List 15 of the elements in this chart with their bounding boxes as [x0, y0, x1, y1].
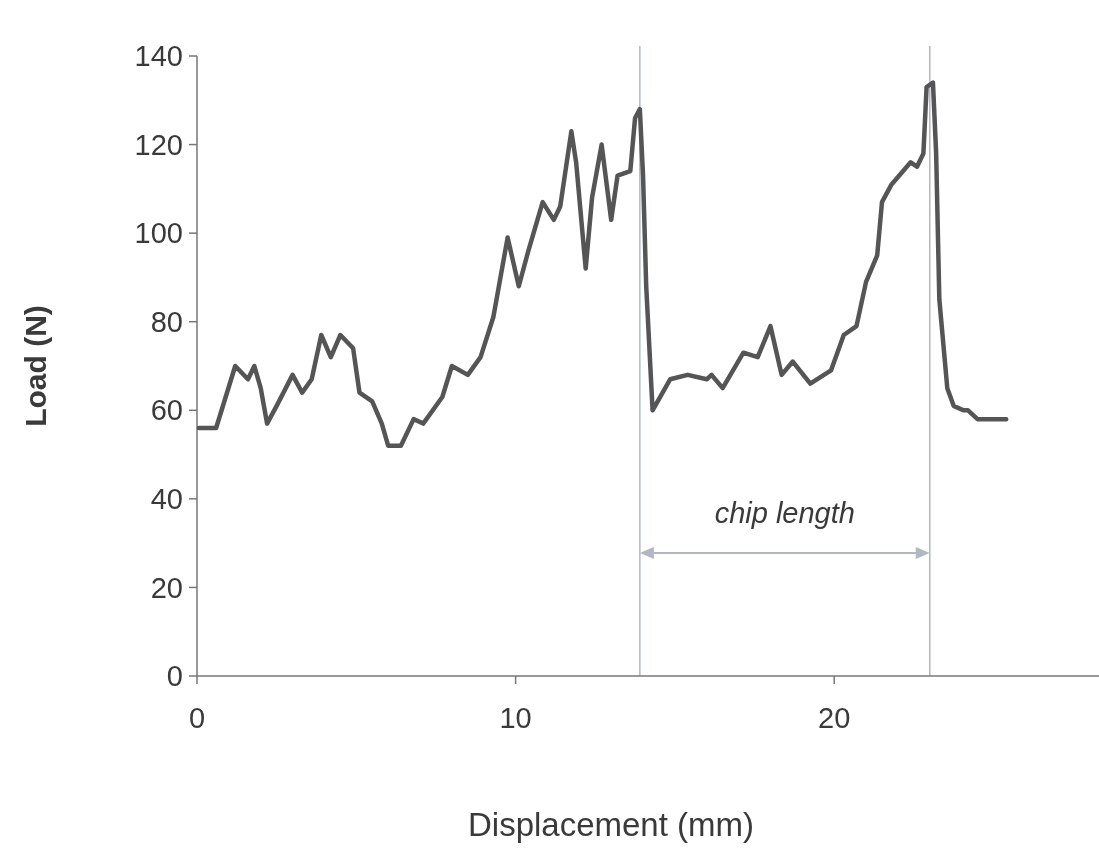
x-tick-label: 20 [818, 702, 851, 734]
y-tick-label: 60 [150, 394, 183, 427]
x-tick-label: 0 [188, 702, 206, 734]
y-tick-label: 80 [150, 305, 183, 338]
line-series [196, 80, 1009, 448]
x-tick-label: 10 [499, 702, 532, 734]
y-tick-label: 120 [134, 128, 183, 161]
y-tick-label: 40 [150, 483, 183, 516]
y-axis-title: Load (N) [19, 305, 52, 427]
x-axis-title: Displacement (mm) [467, 806, 755, 843]
y-tick-label: 20 [150, 571, 183, 604]
y-tick-label: 0 [166, 660, 183, 693]
y-tick-label: 140 [134, 40, 183, 73]
annotation: chip length [714, 497, 855, 529]
y-tick-label: 100 [134, 217, 183, 250]
